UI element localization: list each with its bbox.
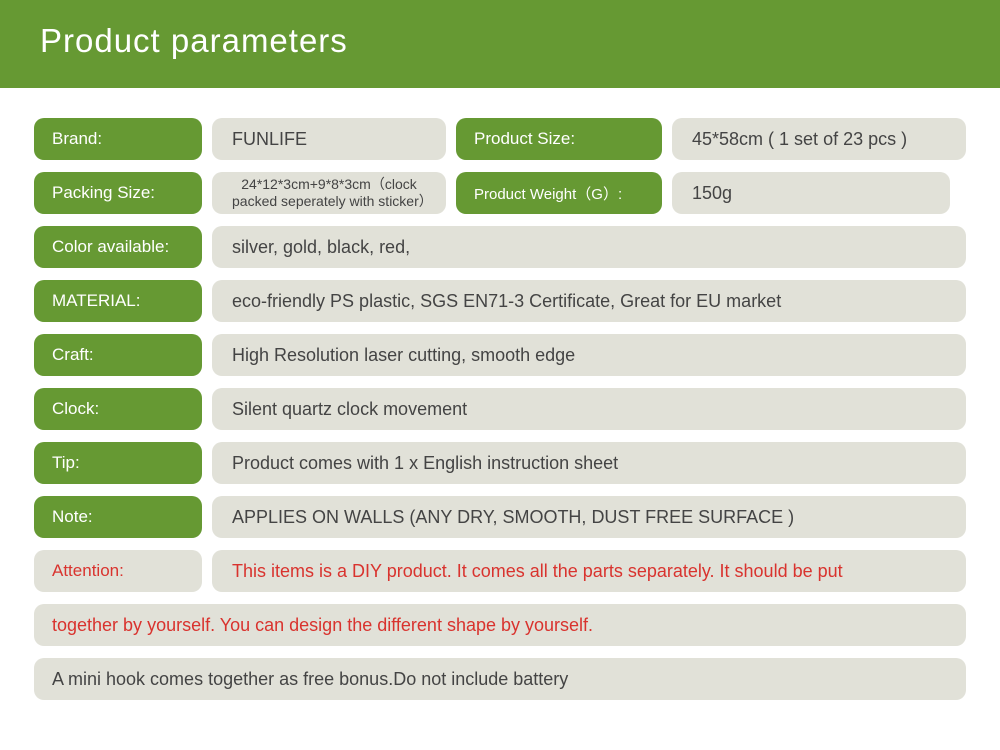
color-value: silver, gold, black, red,	[212, 226, 966, 268]
table-row: Craft: High Resolution laser cutting, sm…	[34, 334, 966, 376]
size-value: 45*58cm ( 1 set of 23 pcs )	[672, 118, 966, 160]
table-row: Packing Size: 24*12*3cm+9*8*3cm（clock pa…	[34, 172, 966, 214]
color-label: Color available:	[34, 226, 202, 268]
brand-value: FUNLIFE	[212, 118, 446, 160]
table-row: Note: APPLIES ON WALLS (ANY DRY, SMOOTH,…	[34, 496, 966, 538]
table-row: Color available: silver, gold, black, re…	[34, 226, 966, 268]
weight-label: Product Weight（G）:	[456, 172, 662, 214]
brand-label: Brand:	[34, 118, 202, 160]
attention-label: Attention:	[34, 550, 202, 592]
table-row: Clock: Silent quartz clock movement	[34, 388, 966, 430]
attention-value: This items is a DIY product. It comes al…	[212, 550, 966, 592]
parameters-table: Brand: FUNLIFE Product Size: 45*58cm ( 1…	[0, 88, 1000, 722]
note-label: Note:	[34, 496, 202, 538]
table-row: Brand: FUNLIFE Product Size: 45*58cm ( 1…	[34, 118, 966, 160]
bonus-note: A mini hook comes together as free bonus…	[34, 658, 966, 700]
table-row: Attention: This items is a DIY product. …	[34, 550, 966, 592]
clock-label: Clock:	[34, 388, 202, 430]
weight-value: 150g	[672, 172, 950, 214]
page-title: Product parameters	[40, 22, 960, 60]
header-bar: Product parameters	[0, 0, 1000, 88]
table-row: Tip: Product comes with 1 x English inst…	[34, 442, 966, 484]
note-value: APPLIES ON WALLS (ANY DRY, SMOOTH, DUST …	[212, 496, 966, 538]
size-label: Product Size:	[456, 118, 662, 160]
packing-value: 24*12*3cm+9*8*3cm（clock packed seperatel…	[212, 172, 446, 214]
tip-label: Tip:	[34, 442, 202, 484]
clock-value: Silent quartz clock movement	[212, 388, 966, 430]
craft-value: High Resolution laser cutting, smooth ed…	[212, 334, 966, 376]
material-label: MATERIAL:	[34, 280, 202, 322]
packing-label: Packing Size:	[34, 172, 202, 214]
craft-label: Craft:	[34, 334, 202, 376]
table-row: MATERIAL: eco-friendly PS plastic, SGS E…	[34, 280, 966, 322]
material-value: eco-friendly PS plastic, SGS EN71-3 Cert…	[212, 280, 966, 322]
attention-continuation: together by yourself. You can design the…	[34, 604, 966, 646]
tip-value: Product comes with 1 x English instructi…	[212, 442, 966, 484]
